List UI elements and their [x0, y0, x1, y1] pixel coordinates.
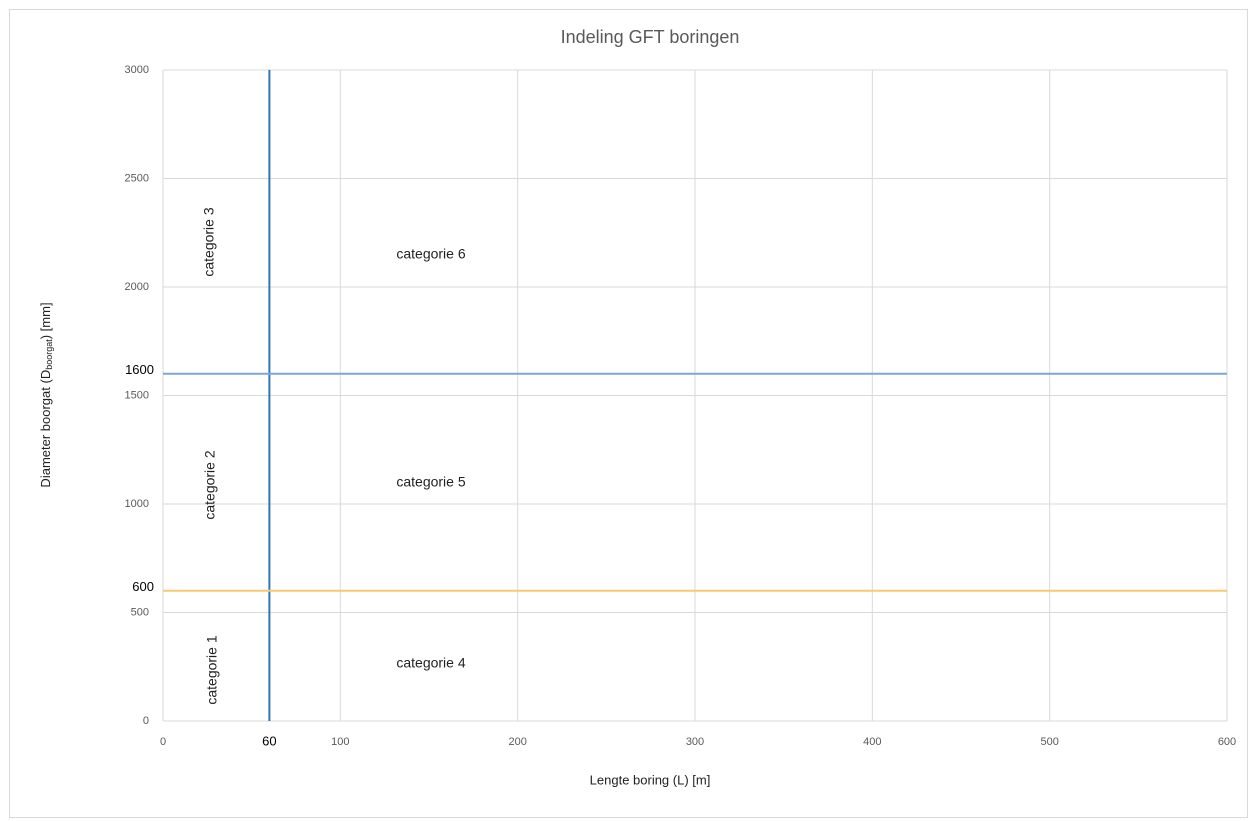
y-tick-label: 3000 [125, 64, 149, 76]
y-tick-label: 2500 [125, 172, 149, 184]
reference-label: 60 [262, 733, 276, 748]
y-tick-label: 0 [143, 715, 149, 727]
y-tick-label: 1000 [125, 498, 149, 510]
y-axis-title-part: ) [mm] [38, 302, 53, 339]
y-tick-label: 2000 [125, 281, 149, 293]
reference-label: 1600 [125, 362, 154, 377]
chart-title: Indeling GFT boringen [561, 27, 740, 47]
y-axis-title-sub: boorgat [44, 339, 54, 370]
chart-frame [9, 9, 1248, 818]
y-axis-title-part: Diameter boorgat (D [38, 370, 53, 488]
x-axis-title: Lengte boring (L) [m] [590, 772, 711, 787]
x-tick-label: 400 [863, 736, 881, 748]
annotation: categorie 6 [396, 246, 465, 262]
reference-label: 600 [132, 579, 154, 594]
y-tick-label: 500 [131, 606, 149, 618]
x-tick-label: 100 [331, 736, 349, 748]
annotation: categorie 2 [202, 450, 218, 519]
x-tick-label: 200 [508, 736, 526, 748]
x-tick-label: 600 [1218, 736, 1236, 748]
annotation: categorie 5 [396, 474, 465, 490]
annotation: categorie 4 [396, 655, 465, 671]
x-tick-label: 300 [686, 736, 704, 748]
x-tick-label: 0 [160, 736, 166, 748]
x-tick-label: 500 [1040, 736, 1058, 748]
annotation: categorie 1 [204, 635, 220, 704]
y-axis-title: Diameter boorgat (Dboorgat) [mm] [38, 302, 54, 487]
annotation: categorie 3 [201, 207, 217, 276]
y-tick-label: 1500 [125, 389, 149, 401]
